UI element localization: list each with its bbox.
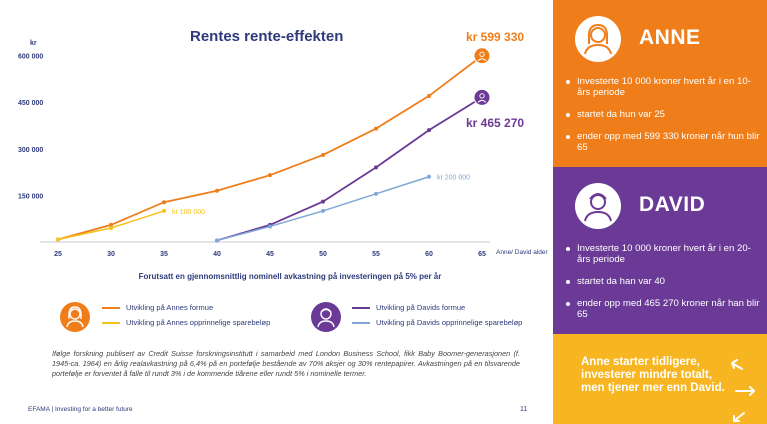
y-tick-label: 150 000 (18, 193, 43, 200)
data-point (427, 128, 431, 133)
x-tick-label: 40 (213, 251, 221, 258)
end-marker-avatar-icon (473, 47, 491, 65)
anne-panel: ANNE Investerte 10 000 kroner hvert år i… (553, 0, 767, 167)
anne-bullet: ender opp med 599 330 kroner når hun bli… (565, 131, 761, 153)
legend-david-savings-label: Utvikling på Davids opprinnelige sparebe… (376, 318, 523, 327)
x-tick-label: 35 (160, 251, 168, 258)
david-peak-value: kr 465 270 (466, 116, 525, 130)
data-point (109, 226, 113, 231)
y-tick-label: 600 000 (18, 54, 43, 61)
end-marker-body (477, 58, 487, 62)
x-tick-label: 65 (478, 251, 486, 258)
anne-bullet-list: Investerte 10 000 kroner hvert år i en 1… (565, 76, 761, 164)
david-panel: DAVID Investerte 10 000 kroner hvert år … (553, 167, 767, 334)
x-tick-label: 25 (54, 251, 62, 258)
series-end-label: kr 100 000 (172, 209, 205, 216)
data-point (268, 173, 272, 178)
data-point (321, 199, 325, 204)
y-axis-unit: kr (30, 40, 37, 47)
page-number: 11 (520, 406, 528, 413)
anne-name: ANNE (639, 26, 701, 49)
series-line (57, 55, 483, 241)
legend-anne-savings-label: Utvikling på Annes opprinnelige sparebel… (126, 318, 271, 327)
legend-anne-savings: Utvikling på Annes opprinnelige sparebel… (102, 318, 270, 327)
line-chart: 150 000 300 000 450 000 600 000 25 30 35 40 45 50… (18, 47, 491, 258)
legend-david-wealth-label: Utvikling på Davids formue (376, 303, 466, 312)
x-tick-label: 30 (107, 251, 115, 258)
data-point (268, 224, 272, 229)
david-name: DAVID (639, 193, 706, 216)
david-bullet: ender opp med 465 270 kroner når han bli… (565, 298, 761, 320)
legend-anne-wealth-line (102, 306, 120, 309)
end-marker-head (479, 93, 485, 99)
david-bullet: startet da han var 40 (565, 276, 761, 287)
end-marker-head (479, 51, 485, 57)
legend-david-savings: Utvikling på Davids opprinnelige sparebe… (352, 318, 522, 327)
footer-brand: EFAMA | Investing for a better future (28, 406, 133, 413)
david-bullet-list: Investerte 10 000 kroner hvert år i en 2… (565, 243, 761, 331)
data-point (162, 208, 166, 213)
x-tick-label: 55 (372, 251, 380, 258)
x-axis-label: Anne/ David alder (496, 249, 548, 256)
assumption-text: Forutsatt en gjennomsnittlig nominell av… (138, 272, 442, 281)
data-point (56, 237, 60, 242)
y-tick-label: 300 000 (18, 147, 43, 154)
end-marker-body (477, 99, 487, 103)
david-bullet: Investerte 10 000 kroner hvert år i en 2… (565, 243, 761, 265)
legend-david-wealth-line (352, 306, 370, 309)
series-line (216, 96, 483, 242)
x-tick-label: 45 (266, 251, 274, 258)
david-large-avatar-icon (575, 183, 621, 229)
david-avatar-icon (311, 302, 341, 332)
anne-large-avatar-icon (575, 16, 621, 62)
data-point (215, 188, 219, 193)
legend-david-savings-line (352, 321, 370, 324)
data-point (109, 222, 113, 227)
data-point (374, 126, 378, 131)
y-tick-label: 450 000 (18, 100, 43, 107)
anne-peak-value: kr 599 330 (466, 30, 525, 44)
legend-anne-wealth: Utvikling på Annes formue (102, 303, 213, 312)
legend-david-wealth: Utvikling på Davids formue (352, 303, 465, 312)
data-point (374, 191, 378, 196)
conclusion-text: Anne starter tidligere, investerer mindr… (581, 356, 725, 394)
anne-bullet: startet da hun var 25 (565, 109, 761, 120)
data-point (374, 165, 378, 170)
data-point (215, 238, 219, 243)
data-point (321, 208, 325, 213)
data-point (162, 200, 166, 205)
conclusion-panel: Anne starter tidligere, investerer mindr… (553, 334, 767, 424)
data-point (321, 152, 325, 157)
data-point (427, 174, 431, 179)
chart-title: Rentes rente-effekten (190, 28, 344, 45)
series-end-label: kr 200 000 (437, 175, 470, 182)
anne-avatar-icon (60, 302, 90, 332)
legend-anne-savings-line (102, 321, 120, 324)
x-tick-label: 50 (319, 251, 327, 258)
sparkle-icon (731, 359, 755, 422)
end-marker-avatar-icon (473, 88, 491, 106)
legend-anne-wealth-label: Utvikling på Annes formue (126, 303, 214, 312)
x-tick-label: 60 (425, 251, 433, 258)
data-point (427, 93, 431, 98)
anne-bullet: Investerte 10 000 kroner hvert år i en 1… (565, 76, 761, 98)
research-note: Ifølge forskning publisert av Credit Sui… (52, 349, 520, 378)
